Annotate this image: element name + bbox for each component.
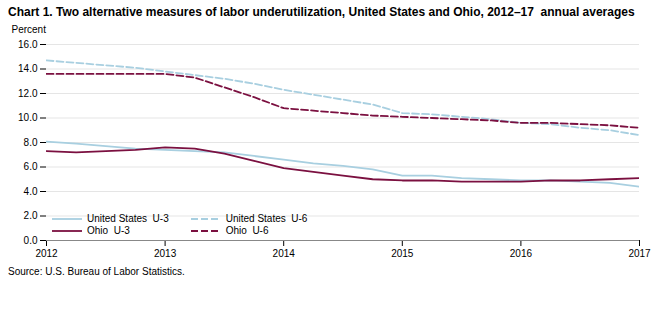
svg-text:12.0: 12.0 [18,88,38,99]
html-text:Ohio U-6: Ohio U-6 [225,225,269,236]
svg-text:6.0: 6.0 [24,161,38,172]
html-text:United States U-3: United States U-3 [87,213,169,224]
svg-text:8.0: 8.0 [24,137,38,148]
svg-text:2015: 2015 [391,248,414,259]
html-text:United States U-6: United States U-6 [225,213,308,224]
svg-text:10.0: 10.0 [18,112,38,123]
html-text:Chart 1. Two alternative measu: Chart 1. Two alternative measures of lab… [8,5,635,19]
svg-text:2012: 2012 [35,248,58,259]
svg-text:4.0: 4.0 [24,186,38,197]
svg-text:16.0: 16.0 [18,39,38,50]
svg-text:0.0: 0.0 [24,235,38,246]
svg-text:2014: 2014 [273,248,296,259]
html-text:Ohio U-3: Ohio U-3 [87,225,130,236]
svg-text:14.0: 14.0 [18,63,38,74]
svg-text:Percent: Percent [12,24,47,35]
svg-text:2.0: 2.0 [24,210,38,221]
svg-text:2016: 2016 [510,248,533,259]
html-text:Source: U.S. Bureau of Labor S: Source: U.S. Bureau of Labor Statistics. [8,266,185,277]
svg-text:2013: 2013 [154,248,177,259]
svg-text:2017: 2017 [628,248,651,259]
